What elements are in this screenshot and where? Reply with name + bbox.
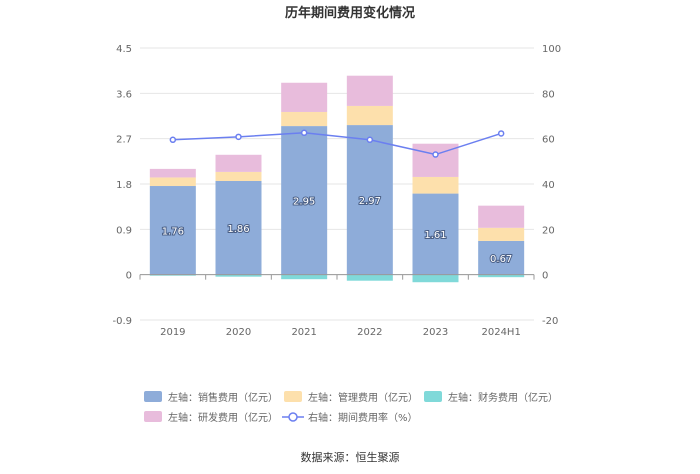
legend-label: 左轴：管理费用（亿元） — [308, 391, 418, 404]
left-tick-label: -0.9 — [112, 316, 132, 327]
x-tick-label: 2022 — [357, 327, 382, 338]
legend-label: 右轴：期间费用率（%） — [308, 411, 418, 424]
legend-item-3[interactable]: 左轴：研发费用（亿元） — [144, 411, 278, 424]
legend-item-2[interactable]: 左轴：财务费用（亿元） — [424, 391, 558, 404]
left-tick-label: 0.9 — [116, 225, 132, 236]
bar-segment-s0-2023 — [412, 193, 459, 275]
bar-segment-s0-2019 — [149, 186, 196, 275]
bar-segment-s2-2020 — [215, 274, 262, 277]
right-tick-label: -20 — [542, 316, 558, 327]
right-tick-label: 100 — [542, 44, 561, 55]
line-path — [172, 132, 502, 156]
line-point-2023 — [432, 151, 439, 158]
x-tick-label: 2023 — [423, 327, 448, 338]
legend-item-1[interactable]: 左轴：管理费用（亿元） — [284, 391, 418, 404]
line-point-2024H1 — [497, 130, 505, 137]
legend-label: 左轴：研发费用（亿元） — [168, 411, 278, 424]
bar-segment-s1-2019 — [149, 177, 196, 187]
bar-value-label: 1.76 — [162, 226, 184, 237]
expense-ratio-line — [169, 129, 505, 158]
x-tick-label: 2024H1 — [481, 327, 520, 338]
legend-item-0[interactable]: 左轴：销售费用（亿元） — [144, 391, 278, 404]
bar-segment-s3-2022 — [346, 75, 393, 106]
bar-segment-s1-2021 — [281, 111, 328, 127]
bar-segment-s1-2022 — [346, 105, 393, 126]
legend-swatch — [144, 391, 162, 402]
bar-segment-s2-2024H1 — [478, 274, 525, 278]
source-note: 数据来源：恒生聚源 — [301, 450, 400, 464]
legend-label: 左轴：财务费用（亿元） — [448, 391, 558, 404]
bar-segment-s3-2021 — [281, 82, 328, 112]
bar-segment-s0-2022 — [346, 125, 393, 275]
bar-segment-s0-2024H1 — [478, 240, 525, 275]
legend[interactable]: 左轴：销售费用（亿元） 左轴：管理费用（亿元） 左轴：财务费用（亿元） 左轴：研发费用… — [144, 391, 558, 424]
bar-segment-s2-2019 — [149, 274, 196, 276]
right-tick-label: 40 — [542, 180, 555, 191]
x-tick-label: 2020 — [226, 327, 251, 338]
bar-segment-s3-2020 — [215, 154, 262, 172]
line-point-2020 — [235, 133, 242, 141]
bar-segment-s0-2020 — [215, 180, 262, 275]
left-axis-ticks: -0.9 0 0.9 1.8 2.7 3.6 4.5 — [112, 44, 132, 327]
left-tick-label: 4.5 — [116, 44, 132, 55]
left-tick-label: 2.7 — [116, 135, 132, 146]
bar-labels: 1.76 1.86 2.95 2.97 1.61 0.67 — [161, 195, 514, 266]
right-tick-label: 60 — [542, 135, 555, 146]
bar-segment-s3-2019 — [149, 168, 196, 178]
left-tick-label: 1.8 — [116, 180, 132, 191]
bar-segment-s1-2023 — [412, 176, 459, 194]
bar-value-label: 0.67 — [490, 254, 512, 265]
bar-value-label: 1.61 — [424, 230, 446, 241]
bar-segment-s1-2024H1 — [478, 227, 525, 241]
left-tick-label: 3.6 — [116, 89, 132, 100]
right-tick-label: 0 — [542, 271, 548, 282]
legend-item-4[interactable]: 右轴：期间费用率（%） — [282, 411, 418, 424]
x-axis: 2019 2020 2021 2022 2023 2024H1 — [139, 274, 535, 338]
bar-segment-s3-2024H1 — [478, 205, 525, 228]
legend-label: 左轴：销售费用（亿元） — [168, 391, 278, 404]
line-point-2022 — [366, 136, 374, 144]
bar-value-label: 1.86 — [227, 224, 249, 235]
bar-segment-s1-2020 — [215, 171, 262, 181]
legend-swatch — [284, 391, 302, 402]
legend-swatch — [424, 391, 442, 402]
legend-marker — [288, 412, 298, 422]
bar-value-label: 2.97 — [359, 196, 381, 207]
right-axis-ticks: -20 0 20 40 60 80 100 — [542, 44, 561, 327]
bar-segment-s0-2021 — [281, 126, 328, 275]
line-point-2021 — [300, 129, 308, 137]
x-tick-label: 2021 — [291, 327, 316, 338]
line-point-2019 — [169, 136, 177, 144]
bar-segment-s2-2021 — [281, 274, 328, 280]
right-tick-label: 80 — [542, 89, 555, 100]
legend-swatch — [144, 411, 162, 422]
bar-segment-s2-2023 — [412, 274, 459, 283]
right-tick-label: 20 — [542, 225, 555, 236]
x-tick-label: 2019 — [160, 327, 185, 338]
left-tick-label: 0 — [126, 271, 132, 282]
bar-value-label: 2.95 — [293, 196, 315, 207]
bar-segment-s2-2022 — [346, 274, 393, 281]
chart-title: 历年期间费用变化情况 — [285, 5, 415, 21]
bars — [149, 75, 525, 283]
